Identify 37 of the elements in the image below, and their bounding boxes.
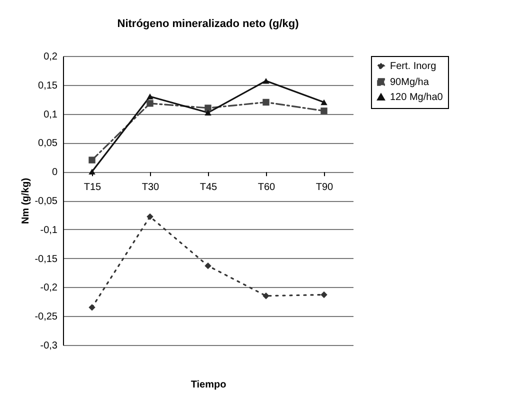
- x-axis-title: Tiempo: [190, 380, 226, 390]
- x-tick-label: T60: [258, 182, 276, 194]
- point: [204, 110, 212, 116]
- point: [88, 304, 96, 311]
- x-tick-label: T30: [142, 182, 160, 194]
- y-tick-label: -0,1: [40, 224, 58, 236]
- y-tick-label: -0,25: [34, 312, 58, 323]
- y-tick-label: -0,05: [34, 196, 58, 207]
- chart-title: Nitrógeno mineralizado neto (g/kg): [117, 18, 300, 30]
- y-tick-label: -0,3: [40, 340, 58, 352]
- point: [146, 94, 154, 100]
- x-tick-label: T90: [316, 182, 334, 194]
- point: [262, 78, 270, 84]
- point: [320, 291, 328, 298]
- legend-label: 90Mg/ha: [390, 77, 430, 88]
- point: [262, 292, 270, 300]
- point: [88, 156, 96, 164]
- y-tick-label: 0,05: [38, 138, 58, 150]
- y-tick-label: -0,2: [40, 282, 58, 294]
- point: [262, 98, 270, 106]
- point: [146, 100, 154, 107]
- x-tick-label: T45: [200, 182, 218, 194]
- point: [204, 262, 212, 270]
- legend-label: 120 Mg/ha0: [390, 92, 444, 103]
- point: [320, 108, 328, 114]
- y-tick-label: 0,1: [44, 109, 58, 120]
- legend-label: Fert. Inorg: [390, 61, 436, 72]
- x-tick-label: T15: [84, 182, 102, 194]
- y-tick-label: 0,2: [44, 52, 58, 62]
- point: [204, 104, 212, 112]
- y-axis-title: Nm (g/kg): [20, 178, 32, 224]
- y-tick-label: 0: [52, 167, 58, 178]
- point: [320, 99, 328, 106]
- point: [88, 168, 96, 175]
- point: [146, 213, 154, 220]
- y-tick-label: -0,15: [34, 254, 58, 265]
- y-tick-label: 0,15: [38, 80, 58, 92]
